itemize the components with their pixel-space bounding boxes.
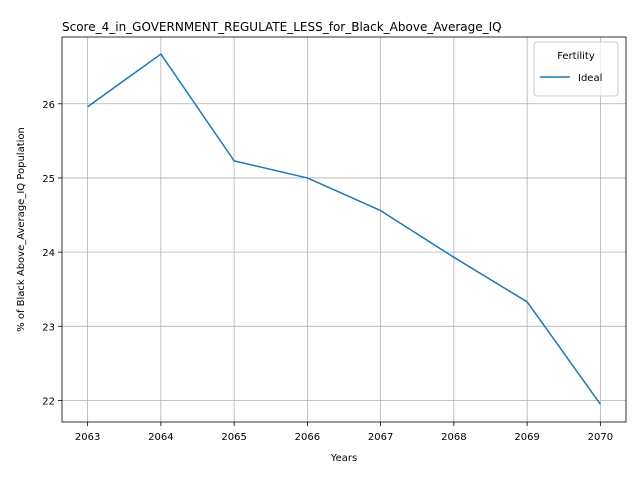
legend: Fertility Ideal bbox=[533, 41, 619, 97]
x-tick-label: 2065 bbox=[221, 432, 246, 443]
series-layer bbox=[87, 53, 601, 405]
x-tick-label: 2068 bbox=[441, 432, 466, 443]
x-tick-label: 2069 bbox=[514, 432, 539, 443]
x-tick-label: 2064 bbox=[148, 432, 173, 443]
grid bbox=[62, 37, 626, 422]
y-tick-label: 23 bbox=[42, 322, 55, 333]
y-tick-label: 22 bbox=[42, 396, 55, 407]
y-tick-label: 26 bbox=[42, 100, 55, 111]
y-axis-label: % of Black Above_Average_IQ Population bbox=[16, 127, 27, 332]
legend-label-ideal: Ideal bbox=[578, 73, 602, 84]
legend-box bbox=[533, 41, 619, 97]
x-axis-label: Years bbox=[330, 453, 357, 464]
axis-ticks: 2063 2064 2065 2066 2067 2068 2069 2070 22 23 24 25… bbox=[42, 100, 613, 443]
y-tick-label: 24 bbox=[42, 248, 55, 259]
y-tick-label: 25 bbox=[42, 174, 55, 185]
chart-title: Score_4_in_GOVERNMENT_REGULATE_LESS_for_… bbox=[62, 20, 502, 34]
legend-title: Fertility bbox=[557, 51, 595, 62]
x-tick-label: 2063 bbox=[75, 432, 100, 443]
series-line-ideal bbox=[87, 53, 601, 405]
x-tick-label: 2066 bbox=[295, 432, 320, 443]
x-tick-label: 2070 bbox=[588, 432, 613, 443]
x-tick-label: 2067 bbox=[368, 432, 393, 443]
plot-frame bbox=[61, 36, 627, 423]
